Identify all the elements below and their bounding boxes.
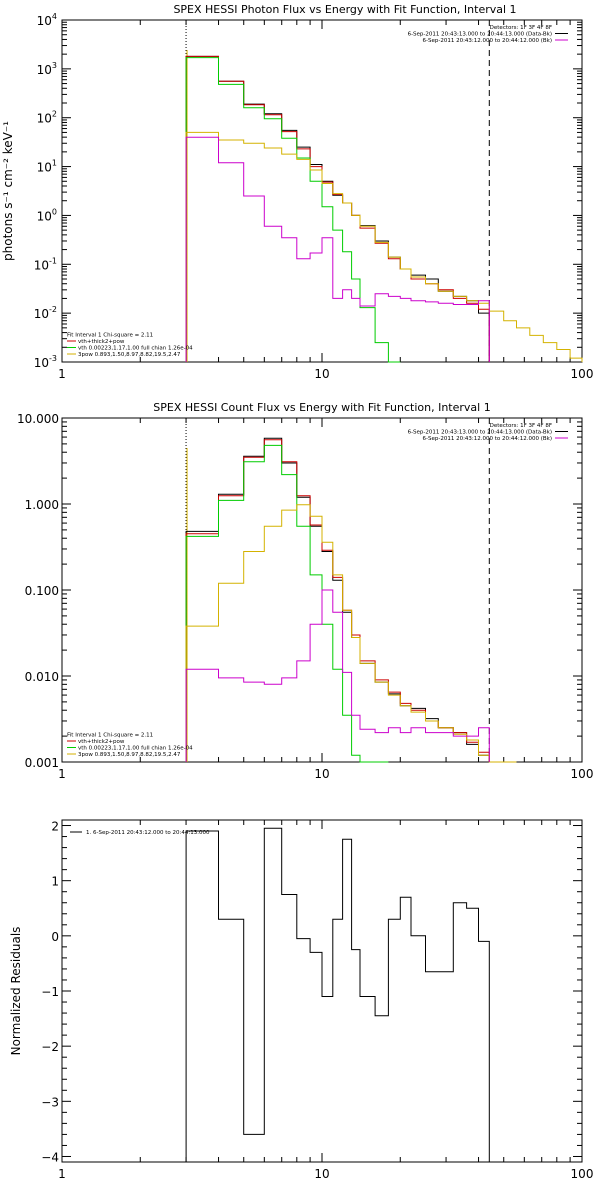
y-tick-label: 1 (51, 875, 59, 889)
y-tick-label: −3 (41, 1095, 59, 1109)
legend-entry: 3pow 0.893,1.50,8.97,8.82,19.5,2.47 (78, 752, 181, 758)
legend-entry: 6-Sep-2011 20:43:12.000 to 20:44:12.000 … (423, 38, 553, 44)
y-tick-label: 1.000 (25, 498, 59, 512)
photon-flux-ticks (61, 20, 582, 363)
legend-entry: vth 0.00223,1.17,1.00 full chian 1.26e-0… (78, 346, 193, 352)
series-line-0 (185, 437, 490, 762)
y-tick-label: 104 (37, 12, 57, 28)
series-line-1 (185, 55, 490, 362)
legend-entry: vth 0.00223,1.17,1.00 full chian 1.26e-0… (78, 746, 193, 752)
count-flux-x-tick-labels: 1 10 100 (58, 767, 593, 781)
legend-entry: vth+thick2+pow (78, 339, 125, 345)
x-tick-label: 10 (314, 1167, 329, 1181)
residuals-y-axis-label: Normalized Residuals (9, 927, 23, 1056)
y-tick-label: 10-3 (34, 354, 57, 370)
series-line-2 (185, 444, 389, 763)
photon-flux-y-tick-labels: 10-3 10-2 10-1 100 101 102 103 104 (34, 12, 57, 370)
series-line-4 (185, 589, 490, 762)
y-tick-label: 102 (37, 110, 57, 126)
series-line-0 (185, 827, 490, 1162)
x-tick-label: 1 (58, 1167, 66, 1181)
legend-entry: Detectors: 1F 3F 4F 8F (490, 423, 552, 429)
legend-entry: Fit Interval 1 Chi-square = 2.11 (67, 333, 153, 339)
x-tick-label: 100 (571, 1167, 594, 1181)
residuals-x-tick-labels: 1 10 100 (58, 1167, 593, 1181)
legend-entry: vth+thick2+pow (78, 739, 125, 745)
residuals-ticks (61, 820, 582, 1162)
legend-entry: 6-Sep-2011 20:43:12.000 to 20:44:12.000 … (423, 436, 553, 442)
count-flux-y-tick-labels: 0.001 0.010 0.100 1.000 10.000 (17, 412, 59, 770)
x-tick-label: 1 (58, 367, 66, 381)
y-tick-label: 100 (37, 207, 57, 223)
photon-flux-panel: SPEX HESSI Photon Flux vs Energy with Fi… (1, 3, 593, 381)
residuals-y-tick-labels: −4 −3 −2 −1 0 1 2 (41, 820, 59, 1165)
series-line-2 (185, 57, 401, 363)
photon-flux-legend-top: Detectors: 1F 3F 4F 8F6-Sep-2011 20:43:1… (408, 25, 568, 44)
legend-entry: 3pow 0.893,1.50,8.97,8.82,19.5,2.47 (78, 352, 181, 358)
count-flux-title: SPEX HESSI Count Flux vs Energy with Fit… (153, 401, 490, 414)
photon-flux-fit-range-markers (185, 20, 490, 362)
x-tick-label: 100 (571, 367, 594, 381)
x-tick-label: 100 (571, 767, 594, 781)
residuals-series (185, 827, 490, 1162)
count-flux-series (185, 437, 517, 763)
legend-entry: Detectors: 1F 3F 4F 8F (490, 25, 552, 31)
count-flux-panel: SPEX HESSI Count Flux vs Energy with Fit… (17, 401, 593, 781)
photon-flux-x-tick-labels: 1 10 100 (58, 367, 593, 381)
series-line-3 (185, 131, 583, 362)
y-tick-label: 10.000 (17, 412, 59, 426)
y-tick-label: 0.100 (25, 584, 59, 598)
series-line-4 (185, 136, 490, 362)
y-tick-label: 0 (51, 930, 59, 944)
photon-flux-title: SPEX HESSI Photon Flux vs Energy with Fi… (173, 3, 516, 16)
photon-flux-legend-bottom: Fit Interval 1 Chi-square = 2.11vth+thic… (67, 333, 193, 358)
legend-entry: Fit Interval 1 Chi-square = 2.11 (67, 733, 153, 739)
y-tick-label: 0.001 (25, 756, 59, 770)
y-tick-label: −4 (41, 1150, 59, 1164)
y-tick-label: −2 (41, 1040, 59, 1054)
legend-entry: 6-Sep-2011 20:43:13.000 to 20:44:13.000 … (408, 430, 552, 436)
count-flux-legend-top: Detectors: 1F 3F 4F 8F6-Sep-2011 20:43:1… (408, 423, 568, 442)
residuals-panel: 1 10 100 −4 −3 −2 −1 0 1 2 1. 6-Sep-2011 20:43:1… (9, 819, 593, 1181)
x-tick-label: 10 (314, 367, 329, 381)
series-line-0 (185, 55, 490, 362)
legend-entry: 1. 6-Sep-2011 20:43:12.000 to 20:44:13.0… (86, 830, 210, 836)
y-tick-label: 10-1 (34, 256, 57, 272)
y-tick-label: 2 (51, 820, 59, 834)
y-tick-label: −1 (41, 985, 59, 999)
y-tick-label: 101 (37, 159, 57, 175)
photon-flux-series (185, 55, 583, 363)
photon-flux-y-axis-label: photons s⁻¹ cm⁻² keV⁻¹ (1, 121, 15, 261)
x-tick-label: 10 (314, 767, 329, 781)
count-flux-legend-bottom: Fit Interval 1 Chi-square = 2.11vth+thic… (67, 733, 193, 758)
x-tick-label: 1 (58, 767, 66, 781)
series-line-1 (185, 439, 490, 762)
y-tick-label: 10-2 (34, 305, 57, 321)
series-line-3 (185, 504, 517, 763)
residuals-legend-top: 1. 6-Sep-2011 20:43:12.000 to 20:44:13.0… (70, 830, 210, 836)
count-flux-fit-range-markers (185, 418, 490, 762)
y-tick-label: 0.010 (25, 670, 59, 684)
y-tick-label: 103 (37, 61, 57, 77)
legend-entry: 6-Sep-2011 20:43:13.000 to 20:44:13.000 … (408, 32, 552, 38)
